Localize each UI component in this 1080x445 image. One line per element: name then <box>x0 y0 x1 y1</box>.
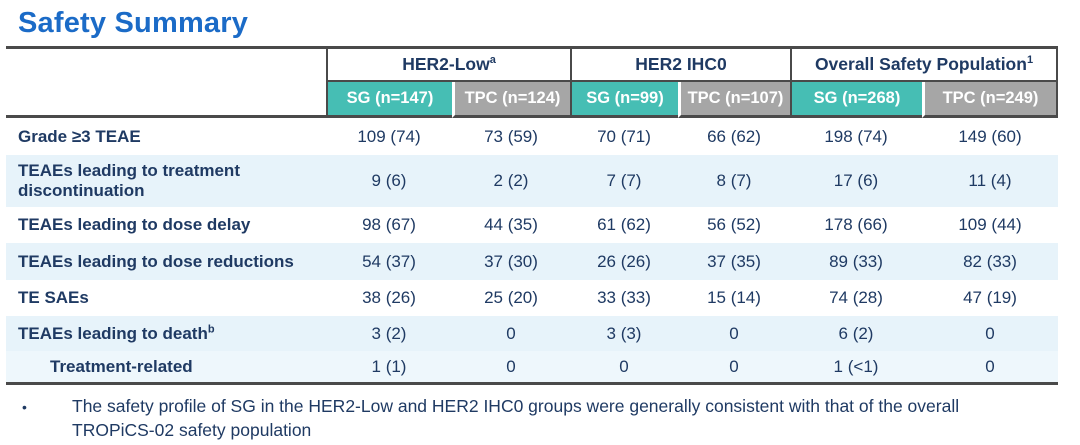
data-cell: 178 (66) <box>824 215 888 235</box>
data-cell: 0 <box>678 351 790 386</box>
data-cell: 54 (37) <box>326 243 452 281</box>
page-title: Safety Summary <box>18 7 249 39</box>
column-header-sg-268: SG (n=268) <box>790 82 922 119</box>
data-cell: 98 (67) <box>362 215 416 235</box>
bullet-marker: • <box>22 399 27 416</box>
data-cell: 8 (7) <box>678 155 790 208</box>
data-cell: 82 (33) <box>922 243 1058 281</box>
data-cell: 26 (26) <box>570 243 678 281</box>
column-group-her2-ihc0: HER2 IHC0 <box>570 46 790 83</box>
data-cell: 3 (2) <box>326 316 452 352</box>
footnote-marker: 1 <box>1026 54 1034 67</box>
table-corner-cell <box>6 46 326 82</box>
data-cell: 0 <box>678 316 790 352</box>
row-label-teae-dose-reductions: TEAEs leading to dose reductions <box>6 243 326 281</box>
data-cell: 47 (19) <box>963 288 1017 308</box>
safety-summary-table: HER2-Lowa HER2 IHC0 Overall Safety Popul… <box>6 46 1058 386</box>
data-cell: 73 (59) <box>484 126 538 146</box>
footnote-marker: a <box>489 54 496 67</box>
row-label-teae-discontinuation: TEAEs leading to treatment discontinuati… <box>6 155 326 208</box>
data-cell: 109 (74) <box>357 126 421 146</box>
data-cell: 149 (60) <box>958 126 1022 146</box>
column-header-tpc-249: TPC (n=249) <box>922 82 1058 119</box>
data-cell: 109 (44) <box>958 215 1022 235</box>
data-cell: 0 <box>570 351 678 386</box>
data-cell: 56 (52) <box>707 215 761 235</box>
row-label-teae-death: TEAEs leading to deathb <box>6 316 326 352</box>
column-header-sg-99: SG (n=99) <box>570 82 678 119</box>
data-cell: 38 (26) <box>362 288 416 308</box>
data-cell: 44 (35) <box>484 215 538 235</box>
data-cell: 9 (6) <box>326 155 452 208</box>
data-cell: 6 (2) <box>790 316 922 352</box>
data-cell: 17 (6) <box>790 155 922 208</box>
data-cell: 0 <box>922 351 1058 386</box>
data-cell: 61 (62) <box>597 215 651 235</box>
data-cell: 2 (2) <box>452 155 570 208</box>
data-cell: 37 (30) <box>452 243 570 281</box>
column-header-tpc-107: TPC (n=107) <box>678 82 790 119</box>
row-label-teae-dose-delay: TEAEs leading to dose delay <box>18 215 251 235</box>
column-header-sg-147: SG (n=147) <box>326 82 452 119</box>
data-cell: 198 (74) <box>824 126 888 146</box>
data-cell: 37 (35) <box>678 243 790 281</box>
data-cell: 1 (<1) <box>790 351 922 386</box>
data-cell: 70 (71) <box>597 126 651 146</box>
column-group-label: Overall Safety Population <box>814 54 1027 75</box>
data-cell: 0 <box>452 351 570 386</box>
data-cell: 0 <box>452 316 570 352</box>
footnote-text: The safety profile of SG in the HER2-Low… <box>72 396 960 441</box>
footnote-marker: b <box>207 322 215 335</box>
row-label-grade-ge3-teae: Grade ≥3 TEAE <box>18 126 141 146</box>
data-cell: 33 (33) <box>597 288 651 308</box>
data-cell: 89 (33) <box>790 243 922 281</box>
row-label-te-saes: TE SAEs <box>18 288 89 308</box>
footnote: • The safety profile of SG in the HER2-L… <box>22 394 1080 442</box>
data-cell: 74 (28) <box>829 288 883 308</box>
table-corner-cell <box>6 82 326 119</box>
data-cell: 66 (62) <box>707 126 761 146</box>
data-cell: 7 (7) <box>570 155 678 208</box>
column-group-overall-safety-population: Overall Safety Population1 <box>790 46 1058 83</box>
column-group-her2-low: HER2-Lowa <box>326 46 570 83</box>
data-cell: 0 <box>922 316 1058 352</box>
column-group-label: HER2-Low <box>402 54 490 75</box>
column-header-tpc-124: TPC (n=124) <box>452 82 570 119</box>
data-cell: 11 (4) <box>922 155 1058 208</box>
data-cell: 15 (14) <box>707 288 761 308</box>
row-label-treatment-related: Treatment-related <box>6 351 326 386</box>
column-group-label: HER2 IHC0 <box>635 54 727 75</box>
data-cell: 3 (3) <box>570 316 678 352</box>
data-cell: 1 (1) <box>326 351 452 386</box>
data-cell: 25 (20) <box>484 288 538 308</box>
